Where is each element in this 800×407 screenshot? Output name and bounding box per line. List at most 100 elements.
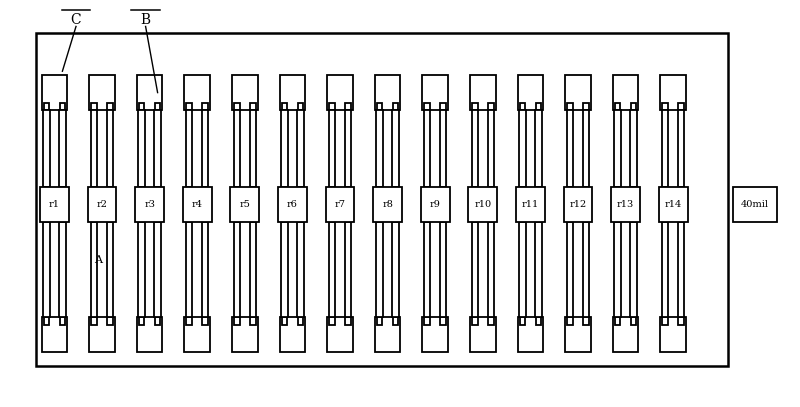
Bar <box>631 317 637 325</box>
Bar <box>36 33 728 366</box>
Bar <box>186 103 192 110</box>
Bar <box>678 110 684 187</box>
Text: r8: r8 <box>382 200 393 209</box>
Bar <box>613 317 638 352</box>
Bar <box>138 222 145 317</box>
Bar <box>327 75 353 110</box>
Bar <box>202 222 208 317</box>
Bar <box>345 222 351 317</box>
Text: r6: r6 <box>287 200 298 209</box>
Bar <box>470 317 495 352</box>
Bar <box>563 187 592 222</box>
Bar <box>662 222 668 317</box>
Bar <box>615 317 621 325</box>
Bar <box>282 103 287 110</box>
Bar <box>107 317 113 325</box>
Bar <box>250 110 256 187</box>
Bar <box>611 187 640 222</box>
Bar <box>567 317 573 325</box>
Bar <box>282 222 288 317</box>
Bar <box>250 103 256 110</box>
Bar <box>107 103 113 110</box>
Bar <box>59 317 66 325</box>
Bar <box>40 187 69 222</box>
Bar <box>91 110 97 187</box>
Text: r5: r5 <box>239 200 250 209</box>
Bar <box>182 187 211 222</box>
Bar <box>139 103 144 110</box>
Bar <box>488 317 494 325</box>
Text: r12: r12 <box>570 200 586 209</box>
Bar <box>613 75 638 110</box>
Bar <box>91 222 97 317</box>
Text: 40mil: 40mil <box>741 200 769 209</box>
Bar <box>184 75 210 110</box>
Bar <box>186 110 193 187</box>
Bar <box>377 103 382 110</box>
Bar <box>345 110 351 187</box>
Bar <box>278 187 306 222</box>
Bar <box>43 103 50 110</box>
Bar <box>282 317 287 325</box>
Bar <box>376 222 382 317</box>
Bar <box>377 317 382 325</box>
Bar <box>137 317 162 352</box>
Bar <box>393 103 398 110</box>
Bar <box>90 75 115 110</box>
Bar <box>535 222 542 317</box>
Bar <box>234 103 240 110</box>
Text: r7: r7 <box>334 200 346 209</box>
Bar <box>487 222 494 317</box>
Bar <box>518 75 543 110</box>
Bar <box>536 317 542 325</box>
Bar <box>518 317 543 352</box>
Bar <box>326 187 354 222</box>
Bar <box>567 103 573 110</box>
Bar <box>520 317 526 325</box>
Bar <box>330 317 335 325</box>
Bar <box>733 187 777 222</box>
Bar <box>202 317 208 325</box>
Bar <box>662 317 668 325</box>
Text: r9: r9 <box>430 200 441 209</box>
Bar <box>487 110 494 187</box>
Bar <box>631 103 637 110</box>
Bar <box>615 103 621 110</box>
Bar <box>90 317 115 352</box>
Bar <box>373 187 402 222</box>
Bar <box>202 103 208 110</box>
Bar <box>678 103 684 110</box>
Bar <box>298 317 303 325</box>
Bar <box>376 110 382 187</box>
Bar <box>139 317 144 325</box>
Bar <box>298 110 304 187</box>
Bar <box>346 317 350 325</box>
Bar <box>565 75 590 110</box>
Bar <box>374 75 400 110</box>
Bar <box>470 75 495 110</box>
Bar <box>440 222 446 317</box>
Bar <box>659 187 688 222</box>
Bar <box>329 222 335 317</box>
Text: r14: r14 <box>665 200 682 209</box>
Bar <box>630 222 637 317</box>
Bar <box>441 103 446 110</box>
Bar <box>234 110 240 187</box>
Bar <box>374 317 400 352</box>
Bar <box>107 110 114 187</box>
Bar <box>43 222 50 317</box>
Bar <box>488 103 494 110</box>
Bar <box>660 75 686 110</box>
Bar <box>330 103 335 110</box>
Bar <box>232 75 258 110</box>
Bar <box>516 187 545 222</box>
Bar <box>472 103 478 110</box>
Bar <box>186 317 192 325</box>
Bar <box>422 317 448 352</box>
Text: r4: r4 <box>192 200 202 209</box>
Bar <box>186 222 193 317</box>
Bar <box>155 317 160 325</box>
Bar <box>155 103 160 110</box>
Bar <box>184 317 210 352</box>
Bar <box>138 110 145 187</box>
